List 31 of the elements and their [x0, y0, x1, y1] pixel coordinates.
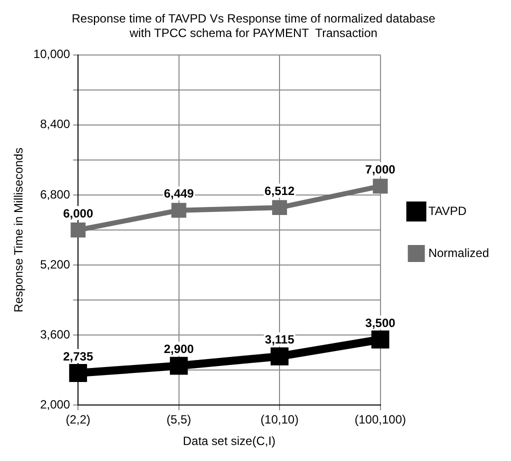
point	[372, 178, 388, 194]
data-label: 6,449	[164, 186, 194, 201]
y-tick-label: 8,400	[40, 117, 70, 132]
data-label: 7,000	[365, 162, 396, 177]
x-tick-label: (2,2)	[66, 412, 90, 427]
y-tick-label: 3,600	[40, 327, 70, 342]
y-tick-label: 2,000	[40, 398, 70, 412]
data-label: 6,512	[264, 184, 295, 198]
point	[272, 200, 288, 216]
data-label: 3,115	[264, 332, 295, 347]
x-axis-title: Data set size(C,I)	[182, 434, 276, 448]
point	[170, 356, 188, 375]
y-tick-label: 6,800	[40, 187, 70, 202]
x-tick-label: (5,5)	[166, 412, 192, 427]
point	[69, 364, 88, 382]
y-tick-label: 5,200	[40, 257, 70, 272]
x-tick-label: (10,10)	[260, 412, 299, 427]
legend-label: Normalized	[428, 246, 489, 260]
point	[371, 330, 390, 348]
point	[171, 202, 186, 218]
legend-label: TAVPD	[428, 204, 467, 218]
point	[270, 347, 289, 366]
data-label: 2,900	[164, 342, 194, 356]
data-label: 3,500	[365, 316, 396, 330]
data-label: 2,735	[63, 349, 94, 364]
point	[70, 222, 86, 238]
data-label: 6,000	[63, 206, 94, 220]
chart-title: Response time of TAVPD Vs Response time of normalized database with TPCC schema for PAYMENT Transaction	[72, 12, 436, 40]
y-tick-label: 10,000	[33, 47, 70, 62]
y-axis-title: Response Time in Milliseconds	[12, 148, 26, 312]
x-tick-label: (100,100)	[354, 412, 406, 427]
